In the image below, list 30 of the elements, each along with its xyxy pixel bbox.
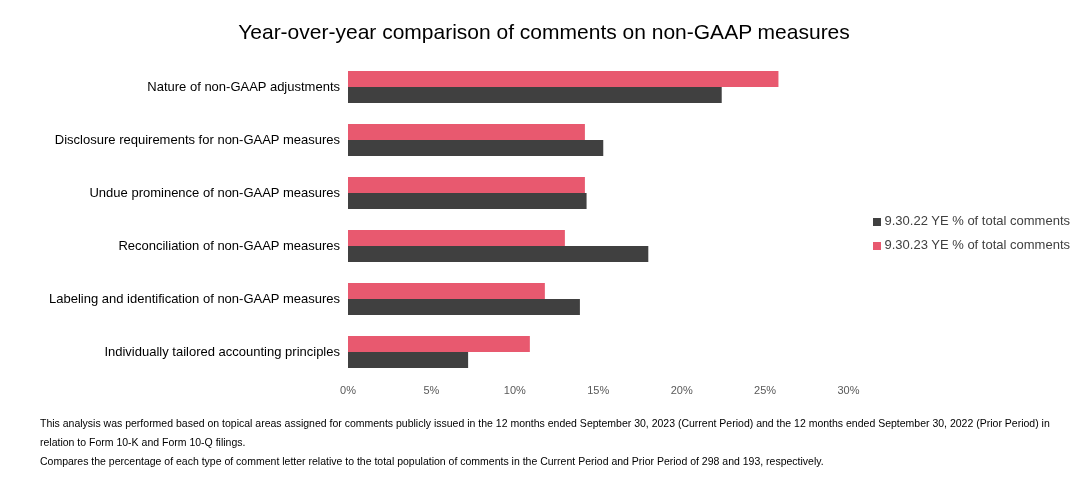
y-tick-label: Individually tailored accounting principles [104,344,341,360]
bar [348,246,649,262]
legend-label: 9.30.22 YE % of total comments [884,213,1070,228]
x-tick-label: 10% [503,383,527,396]
legend-label: 9.30.23 YE % of total comments [884,237,1070,252]
bar [348,299,580,315]
y-tick-label: Nature of non-GAAP adjustments [147,79,341,95]
x-tick-label: 5% [423,383,440,396]
x-tick-label: 30% [837,383,860,396]
y-tick-label: Labeling and identification of non-GAAP measures [48,291,341,307]
bar [348,352,469,368]
bar [348,336,530,352]
y-tick-label: Reconciliation of non-GAAP measures [118,238,341,254]
y-tick-label: Undue prominence of non-GAAP measures [89,185,341,201]
chart-title: Year-over-year comparison of comments on non-GAAP measures [237,19,851,45]
bar [348,230,565,246]
bar [348,140,604,156]
x-tick-label: 15% [587,383,610,396]
bar [348,193,587,209]
bar [348,71,779,87]
y-tick-label: Disclosure requirements for non-GAAP measures [54,132,341,148]
bar [348,283,545,299]
text: Compares the percentage of each type of comment letter relative to the total population of comments in the Current Period and Prior Period of 298 and 193, respectively. [40,454,825,469]
bar [348,124,585,140]
x-tick-label: 20% [670,383,693,396]
x-tick-label: 25% [754,383,777,396]
bar [348,87,722,103]
text: This analysis was performed based on topical areas assigned for comments publicly issued in the 12 months ended September 30, 2023 (Current Period) and the 12 months ended September 30, 2022 (Prior Period) in relation to Form 10-K and Form 10-Q filings. [40,416,1051,450]
x-tick-label: 0% [340,383,357,396]
bar [348,177,585,193]
